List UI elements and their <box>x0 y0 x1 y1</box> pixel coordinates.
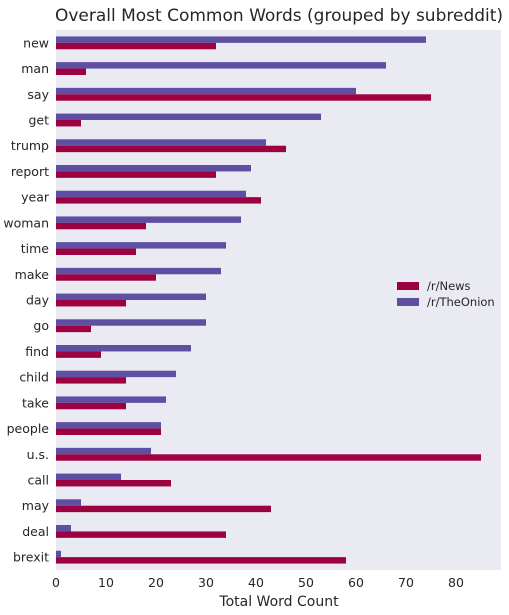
bar-news-trump <box>56 145 286 153</box>
bar-theonion-trump <box>56 139 266 146</box>
x-tick-label: 10 <box>98 575 114 590</box>
bar-theonion-people <box>56 422 161 429</box>
x-tick-label: 60 <box>348 575 364 590</box>
bar-theonion-call <box>56 473 121 480</box>
bar-theonion-report <box>56 165 251 172</box>
x-tick-label: 70 <box>398 575 414 590</box>
y-tick-label: get <box>28 113 49 128</box>
bar-news-go <box>56 325 91 333</box>
x-tick-label: 30 <box>198 575 214 590</box>
y-tick-label: woman <box>3 215 49 230</box>
bar-news-year <box>56 197 261 204</box>
y-tick-label: year <box>21 190 50 205</box>
bar-theonion-new <box>56 36 426 43</box>
legend: /r/News/r/TheOnion <box>397 279 495 309</box>
bar-theonion-get <box>56 113 321 120</box>
x-tick-label: 20 <box>148 575 164 590</box>
x-axis-label: Total Word Count <box>218 594 339 610</box>
y-tick-label: day <box>26 293 50 308</box>
y-tick-label: say <box>27 87 49 102</box>
y-tick-label: find <box>25 344 49 359</box>
bar-theonion-u.s. <box>56 447 151 455</box>
legend-label: /r/TheOnion <box>427 295 495 309</box>
bar-theonion-brexit <box>56 550 61 558</box>
y-tick-label: take <box>22 395 49 410</box>
legend-swatch <box>397 282 419 290</box>
y-tick-label: u.s. <box>27 447 49 462</box>
bar-theonion-time <box>56 242 226 249</box>
legend-swatch <box>397 298 419 306</box>
bar-theonion-man <box>56 62 386 69</box>
bar-news-u.s. <box>56 454 481 461</box>
y-tick-label: deal <box>22 524 49 539</box>
x-tick-label: 50 <box>298 575 314 590</box>
y-tick-label: go <box>33 318 49 333</box>
bar-news-time <box>56 248 136 255</box>
bar-theonion-deal <box>56 525 71 532</box>
y-tick-label: may <box>22 498 50 513</box>
bar-theonion-day <box>56 293 206 300</box>
y-tick-label: call <box>28 473 49 488</box>
bar-theonion-say <box>56 87 356 95</box>
y-tick-label: new <box>23 35 49 50</box>
y-tick-label: make <box>15 267 50 282</box>
bar-theonion-take <box>56 396 166 403</box>
y-tick-label: report <box>11 164 49 179</box>
bar-news-child <box>56 377 126 384</box>
bar-news-report <box>56 171 216 178</box>
bar-news-brexit <box>56 557 346 564</box>
bar-news-may <box>56 505 271 513</box>
bar-theonion-woman <box>56 216 241 223</box>
y-tick-label: brexit <box>13 550 49 565</box>
bars-layer <box>56 36 481 564</box>
x-axis-ticks: 0 10 20 30 40 50 60 70 80 <box>52 575 464 590</box>
bar-news-find <box>56 351 101 358</box>
chart-title: Overall Most Common Words (grouped by su… <box>55 6 503 26</box>
bar-news-people <box>56 428 161 435</box>
bar-news-take <box>56 402 126 410</box>
bar-theonion-go <box>56 319 206 326</box>
x-tick-label: 80 <box>448 575 464 590</box>
bar-news-call <box>56 480 171 487</box>
y-tick-label: time <box>21 241 50 256</box>
bar-news-new <box>56 42 216 50</box>
bar-news-get <box>56 120 81 127</box>
bar-news-make <box>56 274 156 281</box>
bar-news-man <box>56 68 86 75</box>
bar-news-woman <box>56 222 146 230</box>
x-tick-label: 40 <box>248 575 264 590</box>
x-tick-label: 0 <box>52 575 60 590</box>
bar-theonion-child <box>56 370 176 378</box>
legend-label: /r/News <box>427 279 471 293</box>
y-tick-label: trump <box>11 138 49 153</box>
bar-theonion-make <box>56 267 221 275</box>
bar-news-deal <box>56 531 226 538</box>
y-tick-label: people <box>7 421 50 436</box>
y-tick-label: child <box>19 370 49 385</box>
bar-news-say <box>56 94 431 101</box>
bar-theonion-may <box>56 499 81 506</box>
bar-news-day <box>56 300 126 307</box>
y-axis-ticks: new man say get trump report year woman time make… <box>3 35 49 564</box>
bar-theonion-year <box>56 190 246 198</box>
y-tick-label: man <box>21 61 49 76</box>
bar-theonion-find <box>56 345 191 352</box>
